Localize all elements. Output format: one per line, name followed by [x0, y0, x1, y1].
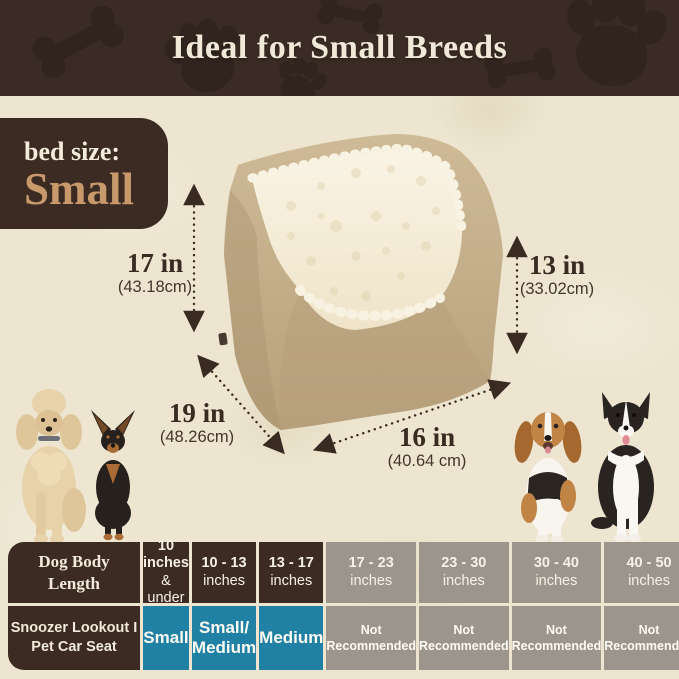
dimension-back-height-cm: (33.02cm) — [519, 280, 595, 299]
cell-not-recommended-2: Not Recommended — [419, 606, 509, 670]
depth-19-arrow — [197, 354, 285, 455]
dimension-depth-cm: (48.26cm) — [159, 428, 235, 447]
header-40-50: 40 - 50 inches — [604, 542, 679, 603]
header-13-17: 13 - 17 inches — [259, 542, 324, 603]
cell-small: Small — [143, 606, 189, 670]
miniature-pinscher-image — [91, 410, 135, 541]
dimension-height: 17 in (43.18cm) — [95, 249, 215, 298]
bed-size-panel: bed size: Small — [0, 118, 168, 229]
dimension-width-cm: (40.64 cm) — [387, 452, 467, 471]
size-compatibility-table: Dog Body Length 10 inches & under 10 - 1… — [8, 537, 679, 671]
header-10-under: 10 inches & under — [143, 537, 189, 606]
border-collie-image — [591, 392, 654, 542]
toy-poodle-image — [16, 389, 86, 544]
cell-medium: Medium — [259, 606, 324, 670]
banner-title: Ideal for Small Breeds — [171, 29, 508, 66]
cell-not-recommended-3: Not Recommended — [511, 606, 602, 670]
dimension-arrows — [183, 183, 528, 455]
bed-size-value: Small — [24, 164, 135, 215]
beagle-image — [514, 412, 582, 543]
dimension-back-height: 13 in (33.02cm) — [497, 251, 617, 300]
top-banner: Ideal for Small Breeds — [0, 0, 679, 96]
dimension-height-inches: 17 in — [126, 248, 184, 278]
header-10-13: 10 - 13 inches — [191, 542, 257, 603]
cell-not-recommended-4: Not Recommended — [604, 606, 679, 670]
header-30-40: 30 - 40 inches — [511, 542, 602, 603]
header-dog-body-length: Dog Body Length — [8, 542, 140, 603]
row-label-product: Snoozer Lookout I Pet Car Seat — [8, 606, 140, 670]
header-23-30: 23 - 30 inches — [419, 542, 509, 603]
dimension-width: 16 in (40.64 cm) — [362, 423, 492, 472]
dimension-depth: 19 in (48.26cm) — [137, 399, 257, 448]
dimension-depth-inches: 19 in — [168, 398, 226, 428]
dimension-back-height-inches: 13 in — [528, 250, 586, 280]
bed-size-label: bed size: — [24, 137, 121, 166]
cell-small-medium: Small/ Medium — [191, 606, 257, 670]
dimension-width-inches: 16 in — [398, 422, 456, 452]
header-17-23: 17 - 23 inches — [326, 542, 416, 603]
dimension-height-cm: (43.18cm) — [117, 278, 193, 297]
cell-not-recommended-1: Not Recommended — [326, 606, 416, 670]
